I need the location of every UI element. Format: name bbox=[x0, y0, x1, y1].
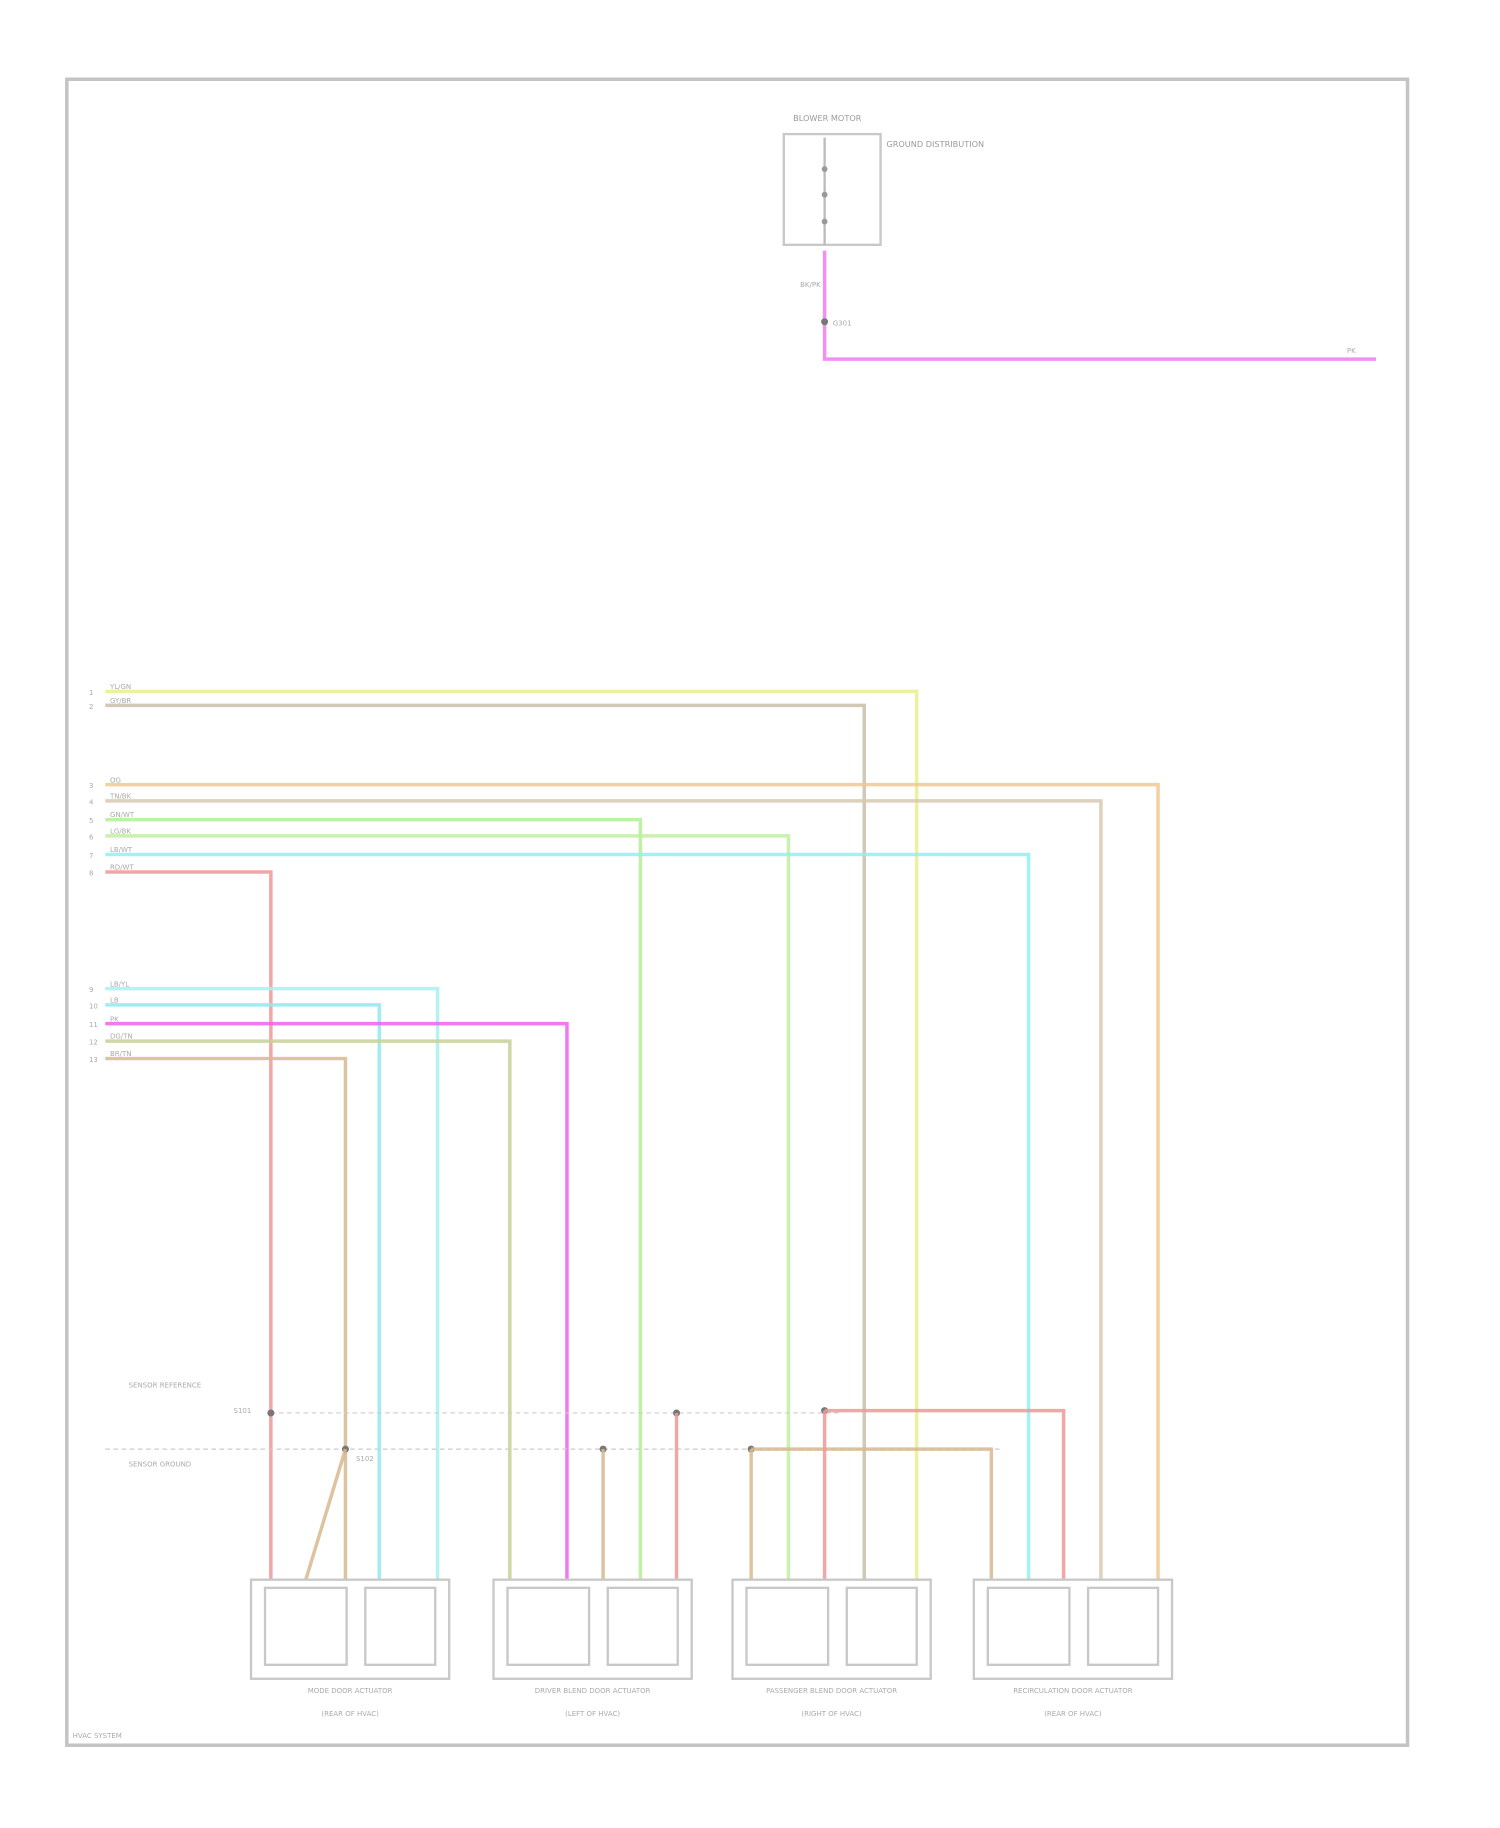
actuators: MODE DOOR ACTUATOR (REAR OF HVAC) DRIVER B… bbox=[249, 1578, 1174, 1718]
wire-lg-bk bbox=[105, 834, 791, 1580]
actuator-location: (REAR OF HVAC) bbox=[1044, 1710, 1102, 1718]
wire-label: TN/BK bbox=[109, 793, 132, 801]
wire-pk bbox=[105, 1021, 569, 1580]
svg-text:SENSOR REFERENCE: SENSOR REFERENCE bbox=[129, 1381, 202, 1389]
wire-bundle bbox=[105, 689, 1160, 1580]
pin-number: 11 bbox=[89, 1021, 98, 1029]
pin-number: 7 bbox=[89, 852, 93, 860]
wire-lb-wt bbox=[105, 852, 1031, 1580]
wire-gy-br bbox=[105, 703, 866, 1580]
svg-text:SENSOR GROUND: SENSOR GROUND bbox=[129, 1461, 192, 1469]
pin-number: 13 bbox=[89, 1056, 98, 1064]
wire-dg-tn bbox=[105, 1039, 512, 1580]
svg-text:BLOWER MOTOR: BLOWER MOTOR bbox=[793, 113, 862, 123]
svg-text:BK/PK: BK/PK bbox=[800, 281, 821, 289]
pin-number: 8 bbox=[89, 870, 93, 878]
pin-number: 5 bbox=[89, 817, 93, 825]
wire-label: LG/BK bbox=[110, 828, 131, 836]
wire-lb bbox=[105, 1003, 382, 1580]
wire-yl-gn bbox=[105, 689, 919, 1580]
wire-br-tn bbox=[105, 1056, 348, 1580]
pin-number: 6 bbox=[89, 833, 93, 841]
wire-label: PK bbox=[110, 1015, 119, 1023]
pin-number: 12 bbox=[89, 1039, 98, 1047]
wire-label: LB/YL bbox=[110, 980, 129, 988]
pin-number: 3 bbox=[89, 782, 93, 790]
actuator-name: RECIRCULATION DOOR ACTUATOR bbox=[1013, 1687, 1133, 1695]
wire-label: YL/GN bbox=[109, 683, 131, 691]
wire-label: GY/BR bbox=[110, 697, 131, 705]
pin-number: 4 bbox=[89, 798, 94, 806]
svg-text:PK: PK bbox=[1347, 347, 1356, 355]
wire-label: LB bbox=[110, 997, 119, 1005]
wire-tn-bk bbox=[105, 799, 1103, 1580]
actuator-name: DRIVER BLEND DOOR ACTUATOR bbox=[535, 1687, 651, 1695]
svg-text:S102: S102 bbox=[356, 1455, 374, 1463]
wire-og bbox=[105, 782, 1160, 1580]
actuator-4: RECIRCULATION DOOR ACTUATOR (REAR OF HVAC… bbox=[972, 1578, 1174, 1718]
actuator-1: MODE DOOR ACTUATOR (REAR OF HVAC) bbox=[249, 1578, 451, 1718]
actuator-name: MODE DOOR ACTUATOR bbox=[308, 1687, 393, 1695]
pin-number: 10 bbox=[89, 1002, 98, 1010]
sensor-splices: SENSOR REFERENCE SENSOR GROUND S101 S102 bbox=[105, 1381, 1066, 1581]
wire-label: LB/WT bbox=[110, 846, 133, 854]
wire-label: GN/WT bbox=[110, 811, 135, 819]
wire-label: OG bbox=[110, 776, 121, 784]
pin-number: 2 bbox=[89, 703, 93, 711]
svg-text:GROUND DISTRIBUTION: GROUND DISTRIBUTION bbox=[886, 139, 984, 149]
wire-label: BR/TN bbox=[110, 1050, 132, 1058]
wire-label: DG/TN bbox=[110, 1033, 133, 1041]
actuator-location: (RIGHT OF HVAC) bbox=[801, 1710, 862, 1718]
pin-number: 9 bbox=[89, 986, 93, 994]
footer-label: HVAC SYSTEM bbox=[73, 1732, 122, 1740]
actuator-2: DRIVER BLEND DOOR ACTUATOR (LEFT OF HVAC) bbox=[492, 1578, 693, 1718]
svg-text:G301: G301 bbox=[833, 319, 852, 327]
diagram-border bbox=[65, 77, 1410, 1747]
wire-rd-wt bbox=[105, 870, 273, 1580]
actuator-location: (LEFT OF HVAC) bbox=[565, 1710, 620, 1718]
svg-text:S101: S101 bbox=[234, 1407, 252, 1415]
ground-splice bbox=[821, 318, 829, 326]
wire-gn-wt bbox=[105, 817, 643, 1580]
connector-pin-labels: 1 YL/GN 2 GY/BR 3 OG 4 TN/BK 5 GN/WT 6 LG/BK 7 LB/WT 8… bbox=[89, 683, 135, 1064]
actuator-location: (REAR OF HVAC) bbox=[321, 1710, 379, 1718]
blower-motor-component: BLOWER MOTOR GROUND DISTRIBUTION bbox=[782, 113, 984, 246]
actuator-name: PASSENGER BLEND DOOR ACTUATOR bbox=[766, 1687, 897, 1695]
wire-lb-yl bbox=[105, 986, 440, 1580]
pin-number: 1 bbox=[89, 689, 93, 697]
wire-pink-top bbox=[822, 250, 1377, 361]
actuator-3: PASSENGER BLEND DOOR ACTUATOR (RIGHT OF H… bbox=[731, 1578, 932, 1718]
wire-label: RD/WT bbox=[110, 864, 134, 872]
